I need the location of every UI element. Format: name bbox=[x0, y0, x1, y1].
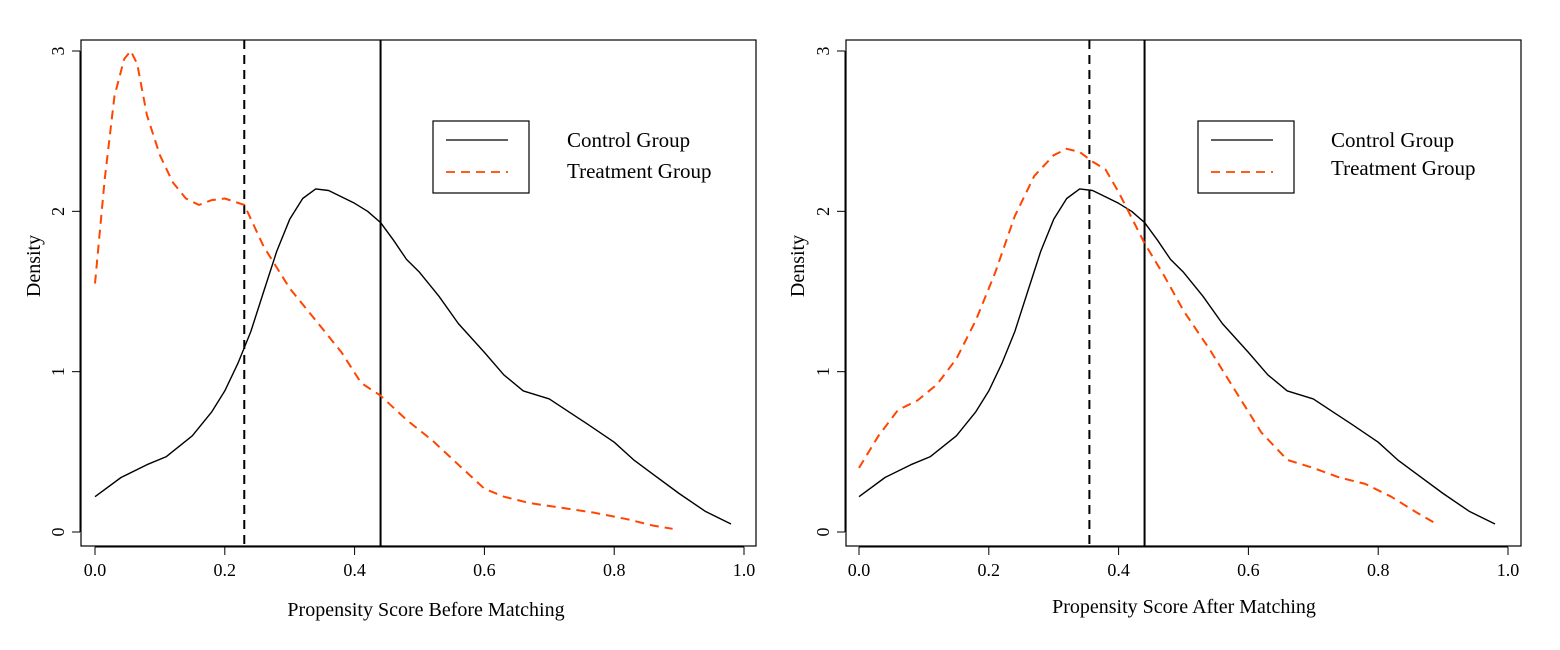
x-tick-label: 0.2 bbox=[214, 560, 237, 580]
treatment-group-density-line bbox=[94, 50, 673, 530]
x-axis: 0.0 0.2 0.4 0.6 0.8 1.0 bbox=[848, 546, 1520, 580]
reference-lines bbox=[243, 40, 382, 546]
y-tick-label: 0 bbox=[813, 528, 833, 537]
x-tick-label: 0.4 bbox=[1107, 560, 1130, 580]
x-tick-label: 0.6 bbox=[1237, 560, 1260, 580]
x-tick-label: 1.0 bbox=[1497, 560, 1520, 580]
legend-label-treatment: Treatment Group bbox=[567, 159, 711, 183]
plot-frame bbox=[845, 39, 1522, 547]
y-tick-label: 1 bbox=[813, 367, 833, 376]
x-axis-label: Propensity Score Before Matching bbox=[287, 599, 564, 621]
chart-panel-after-matching: 0.0 0.2 0.4 0.6 0.8 1.0 0 1 2 3 Propensity Score… bbox=[787, 39, 1522, 618]
y-tick-label: 0 bbox=[48, 528, 68, 537]
x-axis: 0.0 0.2 0.4 0.6 0.8 1.0 bbox=[84, 546, 756, 580]
legend: Control Group Treatment Group bbox=[432, 120, 711, 194]
legend-box bbox=[432, 120, 530, 194]
plot-frame bbox=[80, 39, 757, 547]
density-curves bbox=[94, 50, 732, 530]
y-tick-label: 3 bbox=[813, 47, 833, 56]
legend-box bbox=[1197, 120, 1295, 194]
x-tick-label: 0.2 bbox=[978, 560, 1001, 580]
x-tick-label: 0.8 bbox=[1367, 560, 1390, 580]
x-axis-label: Propensity Score After Matching bbox=[1052, 596, 1316, 618]
legend-label-treatment: Treatment Group bbox=[1331, 156, 1475, 180]
x-tick-label: 0.4 bbox=[343, 560, 366, 580]
x-tick-label: 0.0 bbox=[848, 560, 871, 580]
x-tick-label: 0.8 bbox=[603, 560, 626, 580]
y-tick-label: 3 bbox=[48, 47, 68, 56]
y-axis: 0 1 2 3 bbox=[48, 47, 81, 537]
x-tick-label: 0.6 bbox=[473, 560, 496, 580]
y-tick-label: 2 bbox=[48, 207, 68, 216]
reference-lines bbox=[1088, 40, 1146, 546]
legend: Control Group Treatment Group bbox=[1197, 120, 1475, 194]
legend-label-control: Control Group bbox=[567, 128, 690, 152]
density-curves bbox=[858, 147, 1496, 525]
y-axis-label: Density bbox=[787, 235, 809, 297]
control-group-density-line bbox=[94, 188, 732, 525]
y-tick-label: 1 bbox=[48, 367, 68, 376]
y-axis-label: Density bbox=[23, 235, 45, 297]
x-tick-label: 1.0 bbox=[733, 560, 756, 580]
control-group-density-line bbox=[858, 188, 1496, 525]
x-tick-label: 0.0 bbox=[84, 560, 107, 580]
y-axis: 0 1 2 3 bbox=[813, 47, 846, 537]
chart-panel-before-matching: 0.0 0.2 0.4 0.6 0.8 1.0 0 1 2 3 Propensity Score… bbox=[23, 39, 757, 621]
legend-label-control: Control Group bbox=[1331, 128, 1454, 152]
y-tick-label: 2 bbox=[813, 207, 833, 216]
treatment-group-density-line bbox=[858, 147, 1438, 525]
